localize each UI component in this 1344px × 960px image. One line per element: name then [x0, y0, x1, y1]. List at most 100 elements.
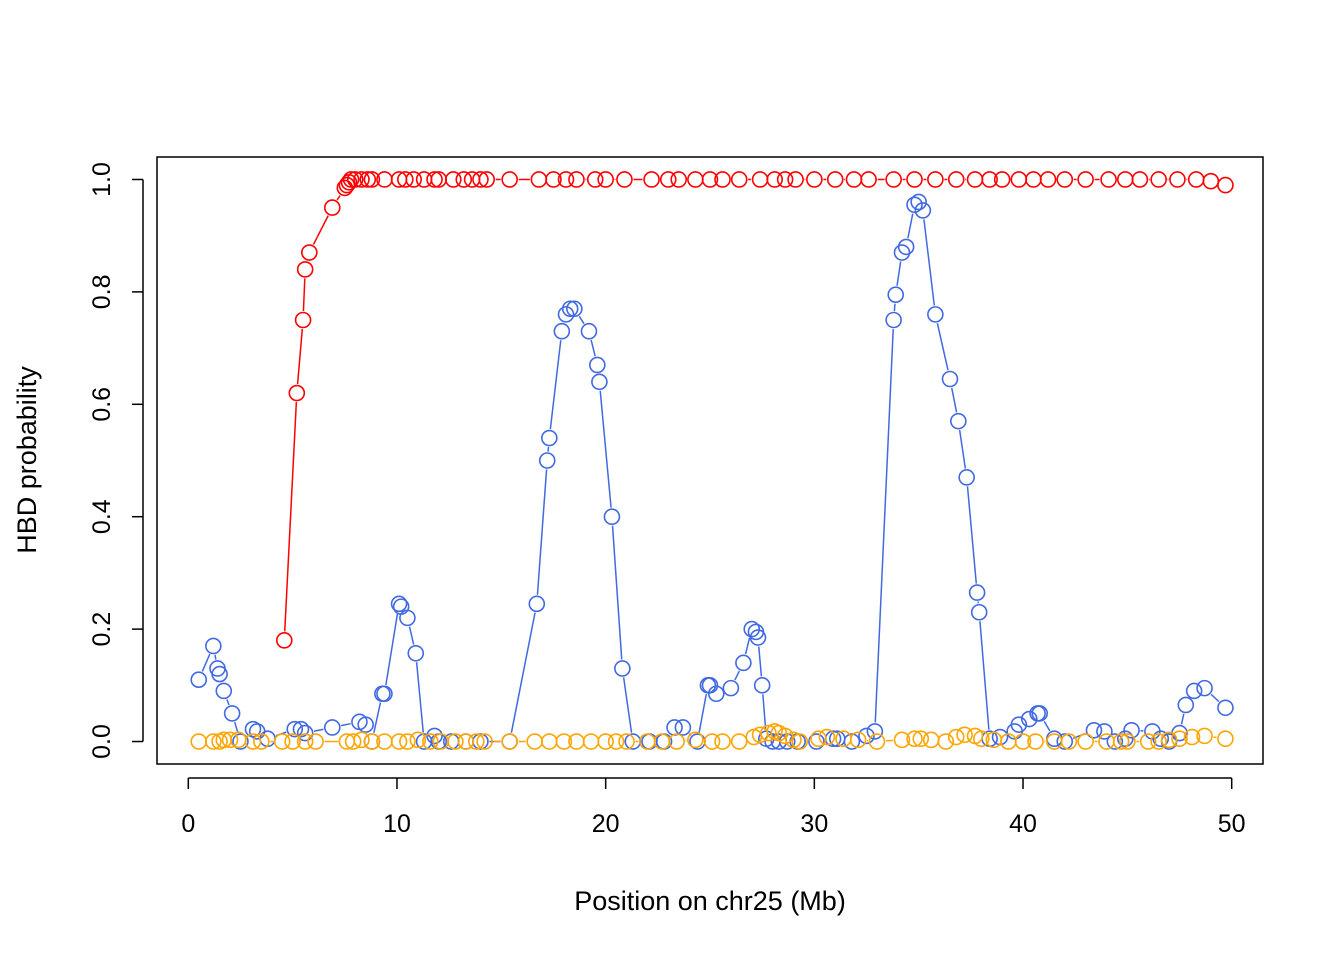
- data-point: [743, 620, 761, 638]
- data-point: [323, 199, 341, 216]
- data-point: [422, 733, 439, 750]
- data-point: [1039, 171, 1057, 188]
- data-point: [659, 171, 677, 188]
- data-point: [674, 719, 692, 736]
- data-point: [1116, 730, 1134, 748]
- series-line-segment: [510, 612, 536, 733]
- data-point: [190, 733, 208, 750]
- series-line-segment: [214, 654, 217, 660]
- data-point: [1116, 171, 1134, 188]
- data-point: [666, 719, 683, 736]
- series-line-segment: [1180, 713, 1185, 725]
- data-point: [1152, 730, 1170, 748]
- data-point: [1106, 733, 1124, 750]
- data-point: [1027, 733, 1044, 750]
- data-point: [670, 171, 687, 188]
- data-point: [457, 733, 475, 750]
- series-line-segment: [896, 261, 902, 286]
- data-point: [476, 733, 493, 750]
- data-point: [845, 171, 863, 188]
- data-point: [284, 733, 301, 750]
- series-line-segment: [734, 670, 741, 681]
- data-point: [597, 171, 614, 188]
- data-point: [342, 171, 360, 188]
- data-point: [296, 733, 314, 750]
- data-point: [1217, 699, 1234, 717]
- data-point: [751, 171, 769, 188]
- data-point: [866, 723, 884, 740]
- data-point: [808, 733, 825, 750]
- series-line-segment: [385, 612, 399, 685]
- data-point: [1150, 733, 1167, 750]
- data-point: [785, 731, 802, 749]
- data-point: [1131, 171, 1149, 188]
- data-point: [353, 731, 370, 749]
- data-point: [1010, 171, 1028, 188]
- data-point: [472, 171, 489, 188]
- data-point: [668, 733, 685, 750]
- data-point: [357, 716, 374, 733]
- data-point: [1217, 176, 1234, 194]
- data-point: [323, 719, 341, 736]
- data-point: [947, 171, 965, 188]
- data-point: [426, 727, 443, 745]
- series-line-segment: [536, 469, 548, 595]
- data-point: [618, 733, 635, 750]
- data-point: [958, 469, 975, 486]
- y-axis-title: HBD probability: [12, 366, 42, 554]
- data-point: [753, 677, 771, 694]
- data-point: [336, 179, 354, 197]
- data-point: [914, 202, 932, 219]
- data-point: [557, 306, 575, 323]
- y-tick-label: 0.0: [88, 724, 116, 759]
- data-point: [791, 733, 809, 750]
- data-point: [966, 171, 984, 188]
- data-point: [353, 171, 370, 188]
- series-line-segment: [415, 662, 425, 733]
- data-point: [1217, 730, 1234, 748]
- data-point: [292, 720, 310, 738]
- data-point: [970, 603, 988, 621]
- y-axis: 0.0 0.2 0.4 0.6 0.8 1.0: [88, 162, 144, 759]
- series-line-segment: [549, 340, 562, 430]
- series-line-segment: [979, 621, 990, 730]
- series-line-segment: [340, 722, 351, 727]
- data-point: [1100, 171, 1117, 188]
- series-line-segment: [1210, 693, 1220, 703]
- data-point: [1085, 721, 1103, 739]
- data-point: [1171, 730, 1188, 748]
- y-tick-label: 0.2: [88, 612, 116, 647]
- data-point: [806, 171, 823, 188]
- data-point: [359, 171, 377, 188]
- data-point: [766, 171, 783, 188]
- data-point: [205, 637, 222, 655]
- series-line-segment: [233, 721, 239, 734]
- data-point: [603, 508, 621, 526]
- data-point: [616, 171, 633, 188]
- data-point: [941, 370, 959, 388]
- data-point: [221, 731, 239, 749]
- data-point: [922, 731, 940, 749]
- data-point: [1112, 733, 1130, 750]
- series-line-segment: [296, 328, 304, 385]
- data-point: [1160, 731, 1178, 749]
- data-point: [868, 733, 886, 750]
- data-point: [223, 705, 241, 722]
- data-point: [687, 731, 704, 749]
- data-point: [538, 452, 556, 469]
- series-line-segment: [950, 387, 958, 413]
- data-point: [722, 679, 740, 697]
- data-point: [714, 733, 731, 750]
- series-line-segment: [966, 486, 978, 584]
- data-point: [860, 171, 877, 188]
- data-point: [409, 731, 427, 749]
- data-point: [776, 727, 794, 745]
- data-point: [273, 733, 291, 750]
- series-line-segment: [923, 219, 936, 306]
- data-point: [557, 171, 575, 188]
- data-point: [1010, 716, 1028, 733]
- data-point: [968, 584, 986, 601]
- data-point: [1150, 171, 1167, 188]
- data-point: [501, 733, 518, 750]
- data-point: [1077, 733, 1094, 750]
